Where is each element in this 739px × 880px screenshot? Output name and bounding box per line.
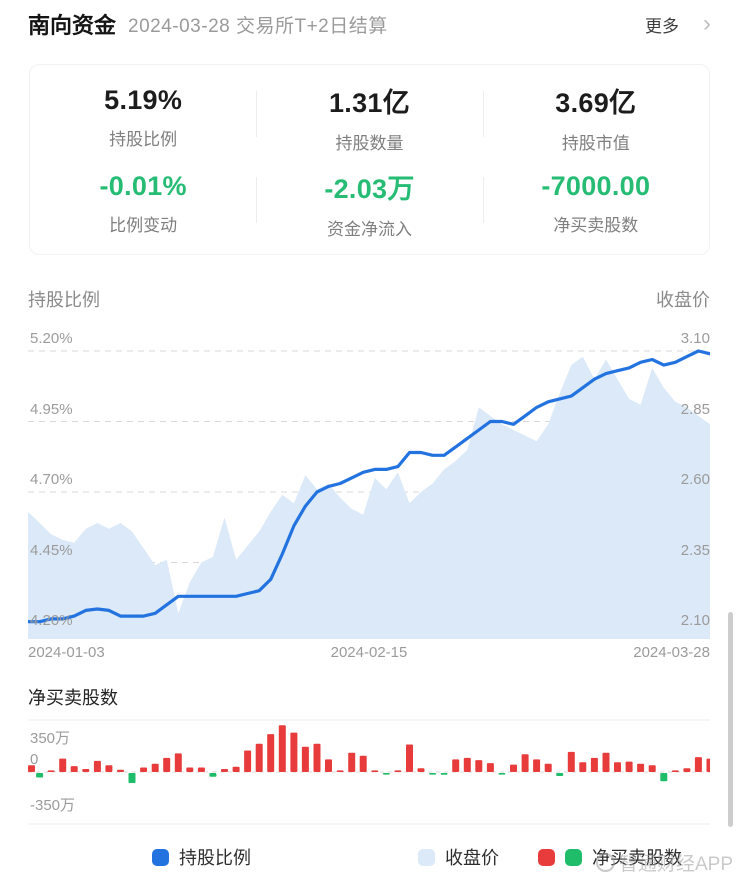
- x-axis-tick: 2024-03-28: [633, 644, 710, 661]
- legend-item-ratio[interactable]: 持股比例: [152, 842, 251, 872]
- page-title: 南向资金: [28, 13, 117, 38]
- stat-label: 资金净流入: [326, 219, 412, 239]
- legend-label: 持股比例: [179, 848, 251, 868]
- stat-value: 1.31亿: [328, 88, 411, 119]
- legend-swatch-icon: [538, 848, 555, 866]
- settlement-subtitle: 2024-03-28 交易所T+2日结算: [128, 15, 388, 37]
- more-button[interactable]: 更多: [645, 16, 679, 36]
- stat-holding-amount: 1.31亿 持股数量: [256, 75, 482, 161]
- net-shares-bar-chart[interactable]: 350万 0 -350万: [28, 719, 710, 825]
- legend-swatch-icon: [565, 848, 582, 866]
- stat-ratio-change: -0.01% 比例变动: [30, 161, 256, 247]
- left-axis-title: 持股比例: [28, 290, 100, 310]
- stat-label: 比例变动: [109, 215, 178, 235]
- holding-ratio-chart[interactable]: 5.20% 4.95% 4.70% 4.45% 4.20% 3.10 2.85 2.60 2.3…: [28, 330, 710, 641]
- stat-holding-value: 3.69亿 持股市值: [482, 75, 709, 161]
- vertical-scrollbar-thumb[interactable]: [728, 612, 733, 827]
- x-axis-ticks: 2024-01-03 2024-02-15 2024-03-28: [28, 644, 710, 661]
- stat-label: 持股数量: [335, 134, 404, 154]
- chevron-right-icon[interactable]: ›: [703, 10, 711, 37]
- stat-label: 持股比例: [109, 130, 178, 150]
- legend-item-net-shares[interactable]: 净买卖股数: [538, 842, 682, 872]
- bar-chart-title: 净买卖股数: [28, 688, 118, 708]
- legend-swatch-icon: [152, 848, 169, 866]
- legend-swatch-icon: [418, 848, 435, 866]
- stat-value: -7000.00: [541, 170, 651, 201]
- chart-header: 持股比例 收盘价: [28, 286, 710, 312]
- legend-label: 净买卖股数: [592, 848, 682, 868]
- header: 南向资金 2024-03-28 交易所T+2日结算 更多 ›: [28, 8, 717, 40]
- legend-item-close[interactable]: 收盘价: [418, 842, 499, 872]
- stat-net-inflow: -2.03万 资金净流入: [256, 161, 482, 247]
- x-axis-tick: 2024-01-03: [28, 644, 105, 661]
- stat-net-shares: -7000.00 净买卖股数: [482, 161, 709, 247]
- right-axis-title: 收盘价: [656, 290, 710, 310]
- stat-label: 持股市值: [561, 134, 630, 154]
- chart-legend: 持股比例 收盘价 净买卖股数: [28, 842, 710, 872]
- stat-holding-ratio: 5.19% 持股比例: [30, 75, 256, 161]
- legend-label: 收盘价: [445, 848, 499, 868]
- stats-card: 5.19% 持股比例 1.31亿 持股数量 3.69亿 持股市值 -0.01% …: [29, 64, 710, 255]
- stat-value: 5.19%: [104, 85, 183, 116]
- stat-value: -2.03万: [324, 173, 415, 204]
- stat-label: 净买卖股数: [553, 215, 639, 235]
- stat-value: 3.69亿: [555, 88, 637, 119]
- x-axis-tick: 2024-02-15: [330, 644, 408, 661]
- stat-value: -0.01%: [99, 170, 187, 201]
